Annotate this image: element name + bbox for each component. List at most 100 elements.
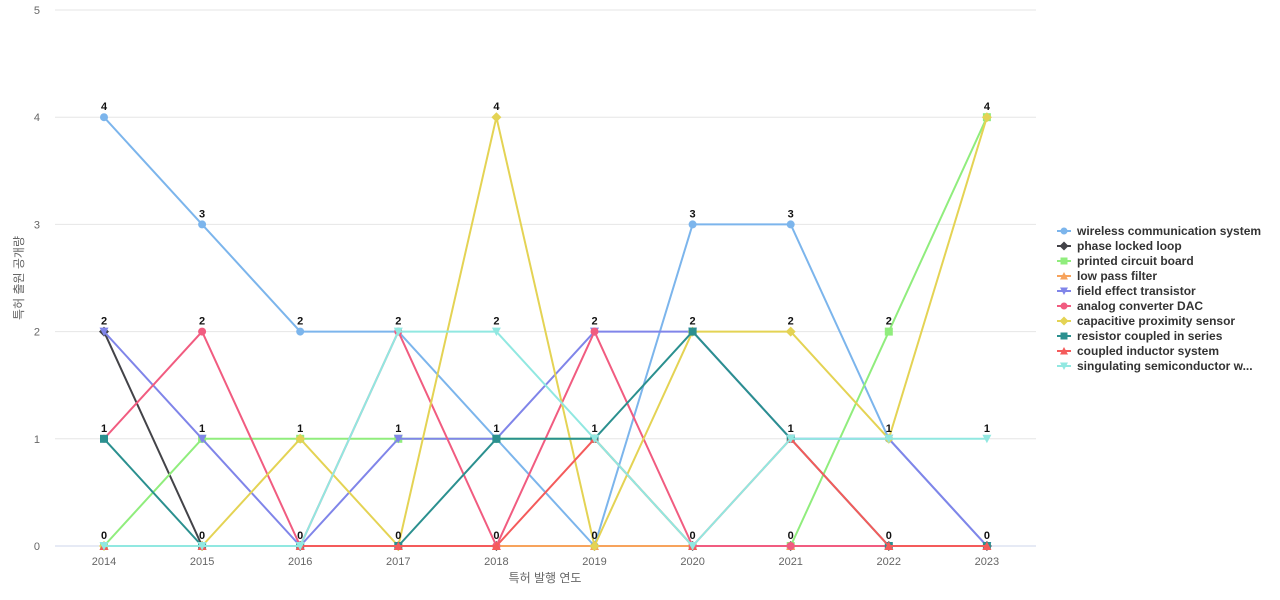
data-point-marker[interactable] bbox=[884, 541, 894, 551]
data-point-marker[interactable] bbox=[296, 327, 305, 336]
data-label: 3 bbox=[690, 208, 696, 220]
data-label: 0 bbox=[493, 530, 499, 542]
data-label: 1 bbox=[591, 423, 597, 435]
legend-item[interactable]: resistor coupled in series bbox=[1057, 329, 1223, 343]
data-point-marker[interactable] bbox=[99, 327, 109, 337]
data-label: 2 bbox=[297, 316, 303, 328]
data-point-marker[interactable] bbox=[393, 541, 403, 551]
data-point-marker[interactable] bbox=[491, 327, 501, 337]
legend-item[interactable]: field effect transistor bbox=[1057, 284, 1196, 298]
legend-label: singulating semiconductor w... bbox=[1077, 359, 1253, 373]
data-labels: 4 2 1 0 3 2 1 0 2 1 0 2 1 0 4 2 1 0 2 1 0 3 2 0 3 2 1 0 2 1 0 4 1 0 bbox=[101, 101, 991, 542]
data-point-marker[interactable] bbox=[197, 542, 207, 551]
series-line[interactable] bbox=[103, 437, 988, 547]
data-point-marker[interactable] bbox=[590, 434, 599, 444]
x-tick-label: 2023 bbox=[975, 556, 999, 568]
legend-label: phase locked loop bbox=[1077, 239, 1182, 253]
data-point-marker[interactable] bbox=[688, 220, 697, 229]
data-label: 1 bbox=[886, 423, 892, 435]
legend-marker bbox=[1060, 257, 1068, 265]
x-tick-label: 2016 bbox=[288, 556, 312, 568]
data-point-marker[interactable] bbox=[198, 327, 207, 336]
y-tick-label: 1 bbox=[34, 434, 40, 446]
x-axis-title: 특허 발행 연도 bbox=[509, 570, 582, 585]
data-label: 1 bbox=[395, 423, 401, 435]
data-point-marker[interactable] bbox=[100, 434, 108, 443]
data-point-marker[interactable] bbox=[688, 542, 698, 551]
y-axis-ticks: 0 1 2 3 4 5 bbox=[34, 5, 40, 553]
data-point-marker[interactable] bbox=[688, 327, 697, 336]
legend-marker bbox=[1060, 362, 1068, 370]
data-point-marker[interactable] bbox=[982, 541, 992, 551]
y-tick-label: 3 bbox=[34, 219, 40, 231]
data-point-marker[interactable] bbox=[786, 220, 795, 229]
data-label: 2 bbox=[591, 316, 597, 328]
data-label: 1 bbox=[984, 423, 990, 435]
legend-item[interactable]: coupled inductor system bbox=[1057, 344, 1219, 358]
x-tick-label: 2020 bbox=[680, 556, 704, 568]
legend-item[interactable]: singulating semiconductor w... bbox=[1057, 359, 1253, 373]
series-line[interactable] bbox=[103, 116, 988, 547]
legend-item[interactable]: low pass filter bbox=[1057, 269, 1157, 283]
series-9 bbox=[99, 434, 992, 551]
data-label: 0 bbox=[788, 530, 794, 542]
data-point-marker[interactable] bbox=[100, 113, 108, 122]
legend-label: resistor coupled in series bbox=[1077, 329, 1223, 343]
legend-label: printed circuit board bbox=[1077, 254, 1194, 268]
data-point-marker[interactable] bbox=[785, 326, 796, 337]
data-label: 1 bbox=[788, 423, 794, 435]
data-point-marker[interactable] bbox=[197, 434, 207, 444]
data-point-marker[interactable] bbox=[981, 112, 992, 123]
data-point-marker[interactable] bbox=[492, 434, 501, 443]
legend-item[interactable]: phase locked loop bbox=[1057, 239, 1182, 253]
data-point-marker[interactable] bbox=[884, 327, 893, 336]
data-point-marker[interactable] bbox=[491, 112, 502, 123]
legend-label: capacitive proximity sensor bbox=[1077, 314, 1235, 328]
data-label: 0 bbox=[690, 530, 696, 542]
x-tick-label: 2022 bbox=[877, 556, 901, 568]
data-label: 3 bbox=[788, 208, 794, 220]
x-axis-ticks: 2014 2015 2016 2017 2018 2019 2020 2021 2022 2023 bbox=[92, 556, 999, 568]
data-point-marker[interactable] bbox=[491, 541, 501, 551]
y-tick-label: 5 bbox=[34, 5, 40, 17]
data-label: 0 bbox=[297, 530, 303, 542]
data-label: 0 bbox=[199, 530, 205, 542]
data-label: 2 bbox=[101, 316, 107, 328]
data-label: 3 bbox=[199, 208, 205, 220]
legend-marker bbox=[1060, 332, 1068, 340]
data-point-marker[interactable] bbox=[590, 327, 599, 336]
data-label: 0 bbox=[591, 530, 597, 542]
data-point-marker[interactable] bbox=[99, 542, 109, 551]
data-label: 2 bbox=[395, 316, 401, 328]
data-label: 4 bbox=[101, 101, 108, 113]
legend-item[interactable]: analog converter DAC bbox=[1057, 299, 1203, 313]
data-point-marker[interactable] bbox=[786, 434, 796, 444]
legend-label: wireless communication system bbox=[1076, 224, 1261, 238]
data-point-marker[interactable] bbox=[393, 434, 403, 444]
legend-marker bbox=[1060, 347, 1068, 355]
series-10 bbox=[99, 327, 992, 551]
legend-marker bbox=[1060, 287, 1068, 295]
data-point-marker[interactable] bbox=[198, 220, 207, 229]
data-point-marker[interactable] bbox=[589, 541, 600, 551]
legend-item[interactable]: capacitive proximity sensor bbox=[1057, 314, 1235, 328]
x-tick-label: 2021 bbox=[778, 556, 802, 568]
data-point-marker[interactable] bbox=[393, 327, 403, 337]
series-line[interactable] bbox=[103, 330, 988, 547]
legend-item[interactable]: printed circuit board bbox=[1057, 254, 1194, 268]
data-label: 0 bbox=[395, 530, 401, 542]
legend-item[interactable]: wireless communication system bbox=[1057, 224, 1261, 238]
data-point-marker[interactable] bbox=[295, 433, 306, 444]
legend-label: low pass filter bbox=[1077, 269, 1157, 283]
data-point-marker[interactable] bbox=[786, 542, 795, 550]
x-tick-label: 2015 bbox=[190, 556, 214, 568]
data-label: 1 bbox=[101, 423, 107, 435]
data-point-marker[interactable] bbox=[884, 434, 894, 444]
series-group bbox=[99, 112, 992, 551]
data-point-marker[interactable] bbox=[295, 542, 305, 551]
data-point-marker[interactable] bbox=[982, 434, 992, 444]
data-label: 0 bbox=[886, 530, 892, 542]
x-tick-label: 2018 bbox=[484, 556, 508, 568]
